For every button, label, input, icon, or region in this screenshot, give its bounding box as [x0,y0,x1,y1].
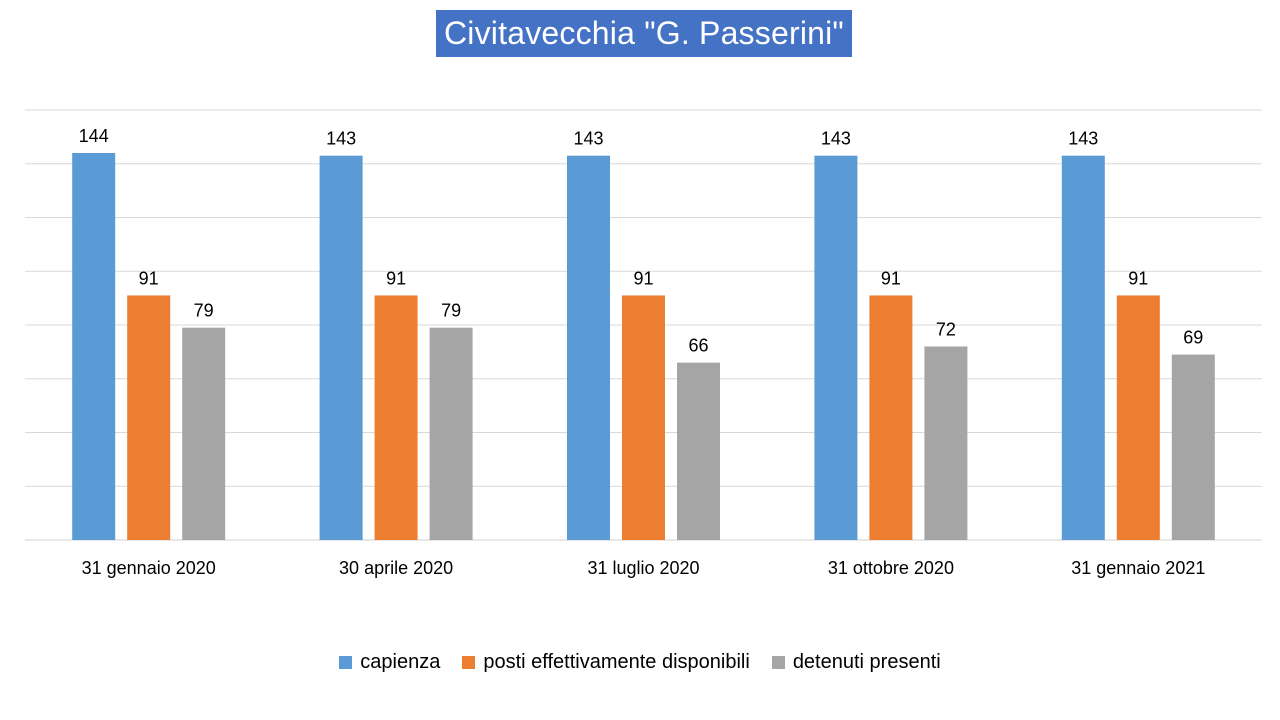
bar [814,155,858,540]
data-label: 66 [688,336,708,356]
x-axis-tick-labels: 31 gennaio 2020 30 aprile 2020 31 luglio 2… [82,558,1206,578]
bar [374,295,418,540]
bar [127,295,171,540]
x-tick-label: 30 aprile 2020 [339,558,453,578]
data-label: 69 [1183,328,1203,348]
bars [72,153,1215,540]
legend-swatch-detenuti [771,655,785,669]
legend-label-posti: posti effettivamente disponibili [483,650,750,673]
legend-swatch-posti [462,655,476,669]
data-label: 91 [1128,268,1148,288]
data-label: 143 [326,129,356,149]
legend: capienza posti effettivamente disponibil… [0,648,1280,676]
legend-item-posti: posti effettivamente disponibili [462,650,750,674]
chart-title: Civitavecchia "G. Passerini" [443,15,844,51]
x-tick-label: 31 luglio 2020 [587,558,699,578]
legend-item-detenuti: detenuti presenti [771,650,941,674]
data-label: 79 [441,301,461,321]
x-tick-label: 31 ottobre 2020 [828,558,954,578]
chart-title-box: Civitavecchia "G. Passerini" [436,10,852,57]
legend-label-detenuti: detenuti presenti [792,650,941,673]
data-labels: 144 91 79 143 91 79 143 91 66 143 91 72 143 91 69 [79,126,1204,356]
bar [72,153,116,540]
bar [869,295,913,540]
data-label: 143 [821,129,851,149]
bar [429,327,473,540]
data-label: 91 [386,268,406,288]
data-label: 91 [633,268,653,288]
legend-item-capienza: capienza [339,651,440,674]
bar [924,346,968,540]
data-label: 143 [1068,129,1098,149]
x-tick-label: 31 gennaio 2020 [82,558,216,578]
bar [1116,295,1160,540]
bar [182,327,226,540]
bar [622,295,665,540]
data-label: 72 [936,320,956,340]
x-tick-label: 31 gennaio 2021 [1071,558,1205,578]
data-label: 144 [79,126,109,146]
legend-swatch-capienza [339,655,353,669]
bar [677,362,720,540]
data-label: 79 [194,301,214,321]
data-label: 143 [573,129,603,149]
bar [319,155,363,540]
legend-label-capienza: capienza [360,650,441,673]
bar [1061,155,1105,540]
bar [567,155,610,540]
data-label: 91 [139,268,159,288]
bar [1171,354,1215,540]
data-label: 91 [881,268,901,288]
